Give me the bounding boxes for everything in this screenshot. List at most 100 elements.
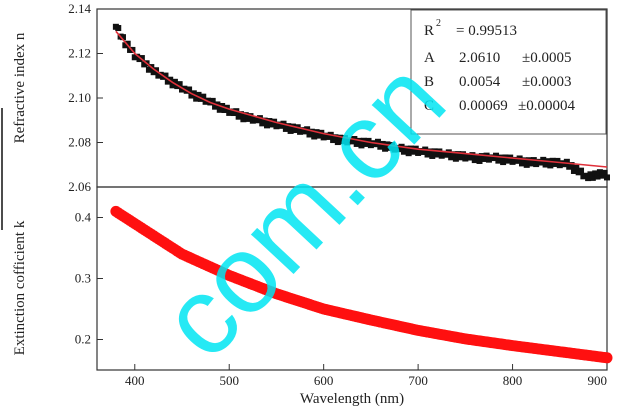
top-data-point <box>568 162 575 169</box>
top-data-point <box>542 161 549 168</box>
top-data-point <box>200 93 207 100</box>
x-tick-label: 700 <box>408 373 428 388</box>
top-y-tick-label: 2.06 <box>68 179 91 194</box>
top-data-point <box>459 151 466 158</box>
top-data-point <box>500 159 507 166</box>
top-panel-y-ticks: 2.06 2.08 2.10 2.12 2.14 <box>68 1 103 194</box>
bottom-y-axis-title: Extinction cofficient k <box>12 220 28 355</box>
top-data-point <box>119 34 126 41</box>
top-data-point <box>242 112 249 119</box>
param-c-name: C <box>424 98 434 114</box>
top-data-point <box>547 162 554 169</box>
top-data-point <box>209 97 216 104</box>
top-data-point <box>124 40 131 47</box>
top-data-point <box>573 164 580 171</box>
top-data-point <box>400 148 407 155</box>
top-y-tick-label: 2.10 <box>68 90 91 105</box>
bottom-y-tick-label: 0.4 <box>75 210 92 225</box>
top-data-point <box>353 140 360 147</box>
top-data-point <box>363 140 370 147</box>
top-fit-line <box>115 30 608 168</box>
fit-box-frame <box>410 9 607 135</box>
top-data-point <box>493 152 500 159</box>
top-data-point <box>339 138 346 145</box>
top-data-point <box>519 160 525 167</box>
top-data-point <box>471 157 478 164</box>
top-data-point <box>452 155 459 162</box>
r2-superscript: 2 <box>436 18 441 29</box>
top-data-point <box>410 148 417 155</box>
top-data-point <box>238 111 245 118</box>
top-data-point <box>247 113 254 120</box>
top-data-point <box>455 151 462 158</box>
top-data-point <box>585 175 592 182</box>
top-data-point <box>528 160 535 167</box>
param-b-value: 0.0054 <box>459 74 501 90</box>
top-data-point <box>240 116 247 123</box>
top-data-point <box>601 169 608 176</box>
top-data-point <box>176 81 183 88</box>
top-data-point <box>540 156 547 163</box>
r2-value: = 0.99513 <box>456 23 517 39</box>
top-data-point <box>549 157 556 164</box>
top-data-point <box>450 151 457 158</box>
top-data-point <box>115 25 122 32</box>
top-data-point <box>587 171 594 178</box>
bottom-y-tick-label: 0.3 <box>75 271 91 286</box>
top-data-point <box>308 128 315 135</box>
param-a-error: ±0.0005 <box>522 50 571 66</box>
top-data-point <box>554 157 561 164</box>
param-b-name: B <box>424 74 434 90</box>
param-b-error: ±0.0003 <box>522 74 571 90</box>
top-data-point <box>171 78 178 85</box>
top-data-point <box>570 167 577 174</box>
top-data-point <box>186 86 193 93</box>
top-data-point <box>332 134 339 141</box>
top-data-point <box>195 91 202 98</box>
top-data-point <box>374 138 381 145</box>
top-data-point <box>469 152 476 159</box>
top-data-point <box>311 133 318 140</box>
top-data-point <box>434 151 440 158</box>
top-data-point <box>365 137 372 144</box>
fit-parameter-box: R 2 = 0.99513 A 2.0610 ±0.0005 B 0.0054 … <box>410 9 607 135</box>
top-y-tick-label: 2.14 <box>68 1 91 16</box>
top-data-point <box>334 139 341 146</box>
top-data-point <box>162 72 169 79</box>
top-data-point <box>474 153 481 160</box>
top-data-point <box>138 55 145 62</box>
x-tick-label: 500 <box>219 373 239 388</box>
bottom-data-point <box>601 352 613 364</box>
top-data-point <box>190 90 197 97</box>
param-c-value: 0.00069 <box>459 98 508 114</box>
top-data-point <box>216 106 223 113</box>
top-y-tick-label: 2.12 <box>68 46 91 61</box>
top-data-point <box>287 127 294 134</box>
param-c-error: ±0.00004 <box>518 98 575 114</box>
top-data-point <box>261 117 268 124</box>
top-data-point <box>604 174 610 181</box>
top-data-point <box>504 157 511 164</box>
top-data-point <box>495 157 502 164</box>
top-data-point <box>476 157 483 164</box>
top-data-point <box>592 170 599 177</box>
r2-label: R <box>424 23 434 39</box>
top-y-tick-label: 2.08 <box>68 135 91 150</box>
top-data-point <box>563 158 570 165</box>
top-data-point <box>521 157 528 164</box>
bottom-panel-ticks: 0.2 0.3 0.4 400 500 600 700 800 900 <box>75 210 608 388</box>
top-data-point <box>167 76 174 83</box>
top-data-point <box>429 152 436 159</box>
top-data-point <box>596 169 603 176</box>
top-data-point <box>594 173 601 180</box>
top-data-point <box>457 154 464 161</box>
x-tick-label: 800 <box>503 373 523 388</box>
x-axis-title: Wavelength (nm) <box>300 391 404 407</box>
top-data-point <box>337 134 344 141</box>
top-data-point <box>424 151 431 158</box>
top-data-point <box>193 95 200 102</box>
x-tick-label: 600 <box>314 373 334 388</box>
top-data-point <box>405 150 412 157</box>
bottom-y-tick-label: 0.2 <box>75 332 91 347</box>
